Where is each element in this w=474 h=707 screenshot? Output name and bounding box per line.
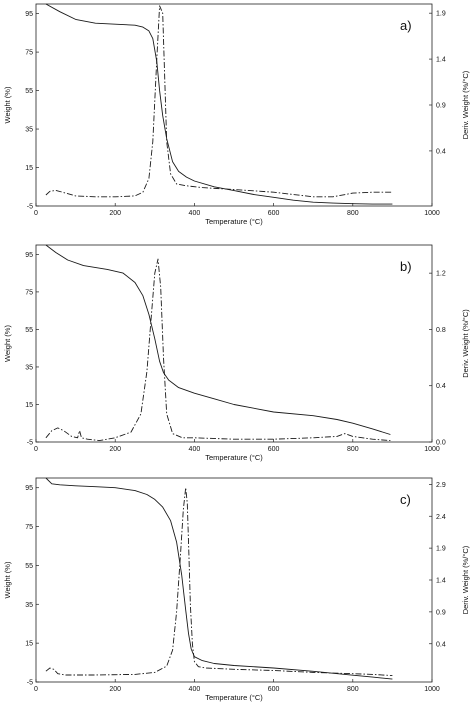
x-tick-label: 400: [189, 686, 201, 693]
deriv-weight-curve: [45, 5, 393, 198]
chart-panel-1: 0 200 400 600 800 1000 -5 15 35 55 75 95 0.4 0.9 1.4 1.…: [3, 3, 470, 226]
y-tick-label: 55: [25, 88, 33, 95]
y2-axis-label: Deriv. Weight (%/°C): [461, 309, 470, 378]
y2-tick-label: 1.4: [436, 578, 446, 585]
y-axis-label: Weight (%): [3, 325, 12, 362]
y-tick-label: -5: [27, 680, 33, 687]
x-axis-label: Temperature (°C): [205, 693, 263, 702]
y2-tick-label: 1.9: [436, 546, 446, 553]
y-tick-label: 35: [25, 602, 33, 609]
deriv-weight-curve: [45, 258, 391, 442]
panel-label: a): [400, 18, 412, 33]
x-axis-label: Temperature (°C): [205, 453, 263, 462]
y2-tick-label: 0.9: [436, 609, 446, 616]
y2-tick-label: 0.0: [436, 440, 446, 447]
x-tick-label: 400: [189, 210, 201, 217]
y2-axis-label: Deriv. Weight (%/°C): [461, 70, 470, 139]
x-tick-label: 800: [347, 210, 359, 217]
x-tick-label: 0: [34, 686, 38, 693]
y2-tick-label: 0.9: [436, 103, 446, 110]
y-tick-label: 75: [25, 524, 33, 531]
y-axis-label: Weight (%): [3, 86, 12, 123]
x-tick-label: 800: [347, 686, 359, 693]
y-tick-label: 95: [25, 485, 33, 492]
y-tick-label: 35: [25, 127, 33, 134]
y-tick-label: 75: [25, 50, 33, 57]
y-tick-label: -5: [27, 440, 33, 447]
y2-tick-label: 1.9: [436, 11, 446, 18]
chart-panel-2: 0 200 400 600 800 1000 -5 15 35 55 75 95 0.0 0.4 0.8 1.…: [3, 244, 470, 462]
x-tick-label: 600: [268, 210, 280, 217]
x-tick-label: 0: [34, 446, 38, 453]
y-tick-label: 15: [25, 641, 33, 648]
y-tick-label: 55: [25, 327, 33, 334]
x-tick-label: 600: [268, 446, 280, 453]
x-tick-label: 1000: [424, 446, 440, 453]
y2-tick-label: 0.8: [436, 327, 446, 334]
y2-tick-label: 1.2: [436, 271, 446, 278]
x-axis-label: Temperature (°C): [205, 217, 263, 226]
x-tick-label: 200: [109, 446, 121, 453]
y-tick-label: 15: [25, 402, 33, 409]
y2-tick-label: 0.4: [436, 641, 446, 648]
weight-curve: [45, 477, 393, 680]
x-tick-label: 800: [347, 446, 359, 453]
y2-tick-label: 0.4: [436, 383, 446, 390]
panel-label: b): [400, 259, 412, 274]
y-tick-label: 15: [25, 165, 33, 172]
y-axis-label: Weight (%): [3, 561, 12, 598]
x-tick-label: 1000: [424, 210, 440, 217]
plot-frame: [35, 477, 433, 683]
weight-curve: [45, 3, 393, 205]
x-tick-label: 600: [268, 686, 280, 693]
y-tick-label: 95: [25, 11, 33, 18]
y-tick-label: -5: [27, 204, 33, 211]
x-tick-label: 200: [109, 686, 121, 693]
y2-tick-label: 1.4: [436, 57, 446, 64]
chart-panel-3: 0 200 400 600 800 1000 -5 15 35 55 75 95 0.4 0.9 1.4 1.…: [3, 477, 470, 702]
y2-tick-label: 2.4: [436, 514, 446, 521]
y2-tick-label: 2.9: [436, 482, 446, 489]
weight-curve: [45, 244, 391, 435]
plot-frame: [35, 3, 433, 207]
y-tick-label: 95: [25, 252, 33, 259]
y2-tick-label: 0.4: [436, 148, 446, 155]
x-tick-label: 200: [109, 210, 121, 217]
y-tick-label: 35: [25, 364, 33, 371]
y2-axis-label: Deriv. Weight (%/°C): [461, 545, 470, 614]
x-tick-label: 400: [189, 446, 201, 453]
x-tick-label: 1000: [424, 686, 440, 693]
deriv-weight-curve: [45, 487, 393, 677]
plot-frame: [35, 244, 433, 443]
y-tick-label: 55: [25, 563, 33, 570]
y-tick-label: 75: [25, 289, 33, 296]
x-tick-label: 0: [34, 210, 38, 217]
panel-label: c): [400, 492, 411, 507]
